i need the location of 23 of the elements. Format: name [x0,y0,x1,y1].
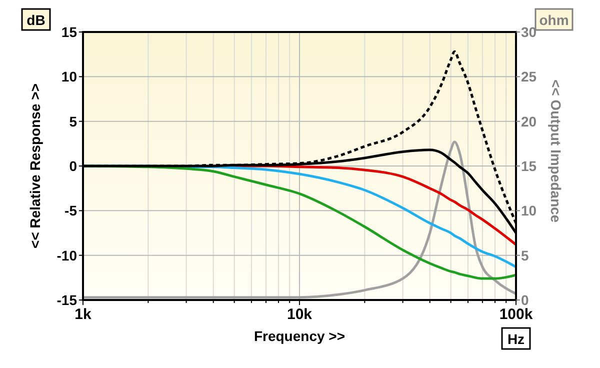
x-tick-label: 100k [499,306,534,323]
text: dB [26,12,46,28]
y2-tick-label: 5 [521,247,529,264]
y-tick-label: -15 [56,292,78,308]
text: ohm [539,12,569,28]
y2-tick-label: 30 [521,24,537,40]
x-tick-label: 10k [286,306,313,323]
y-tick-label: -5 [64,202,78,219]
y2-tick-label: 15 [521,158,537,174]
y2-tick-label: 20 [521,113,537,130]
y2-axis-title: << Output Impedance [548,79,564,223]
y2-tick-label: 10 [521,202,537,219]
text: Hz [507,331,525,347]
y-tick-label: 0 [69,158,78,174]
y-tick-label: 15 [61,24,78,40]
y-tick-label: 5 [69,113,78,130]
x-tick-label: 1k [74,306,92,323]
y-tick-label: 10 [61,68,78,85]
y-axis-title: << Relative Response >> [27,84,43,248]
x-axis-title: Frequency >> [254,328,346,344]
y-tick-label: -10 [56,247,78,264]
y2-tick-label: 0 [521,292,529,308]
y2-tick-label: 25 [521,68,537,85]
